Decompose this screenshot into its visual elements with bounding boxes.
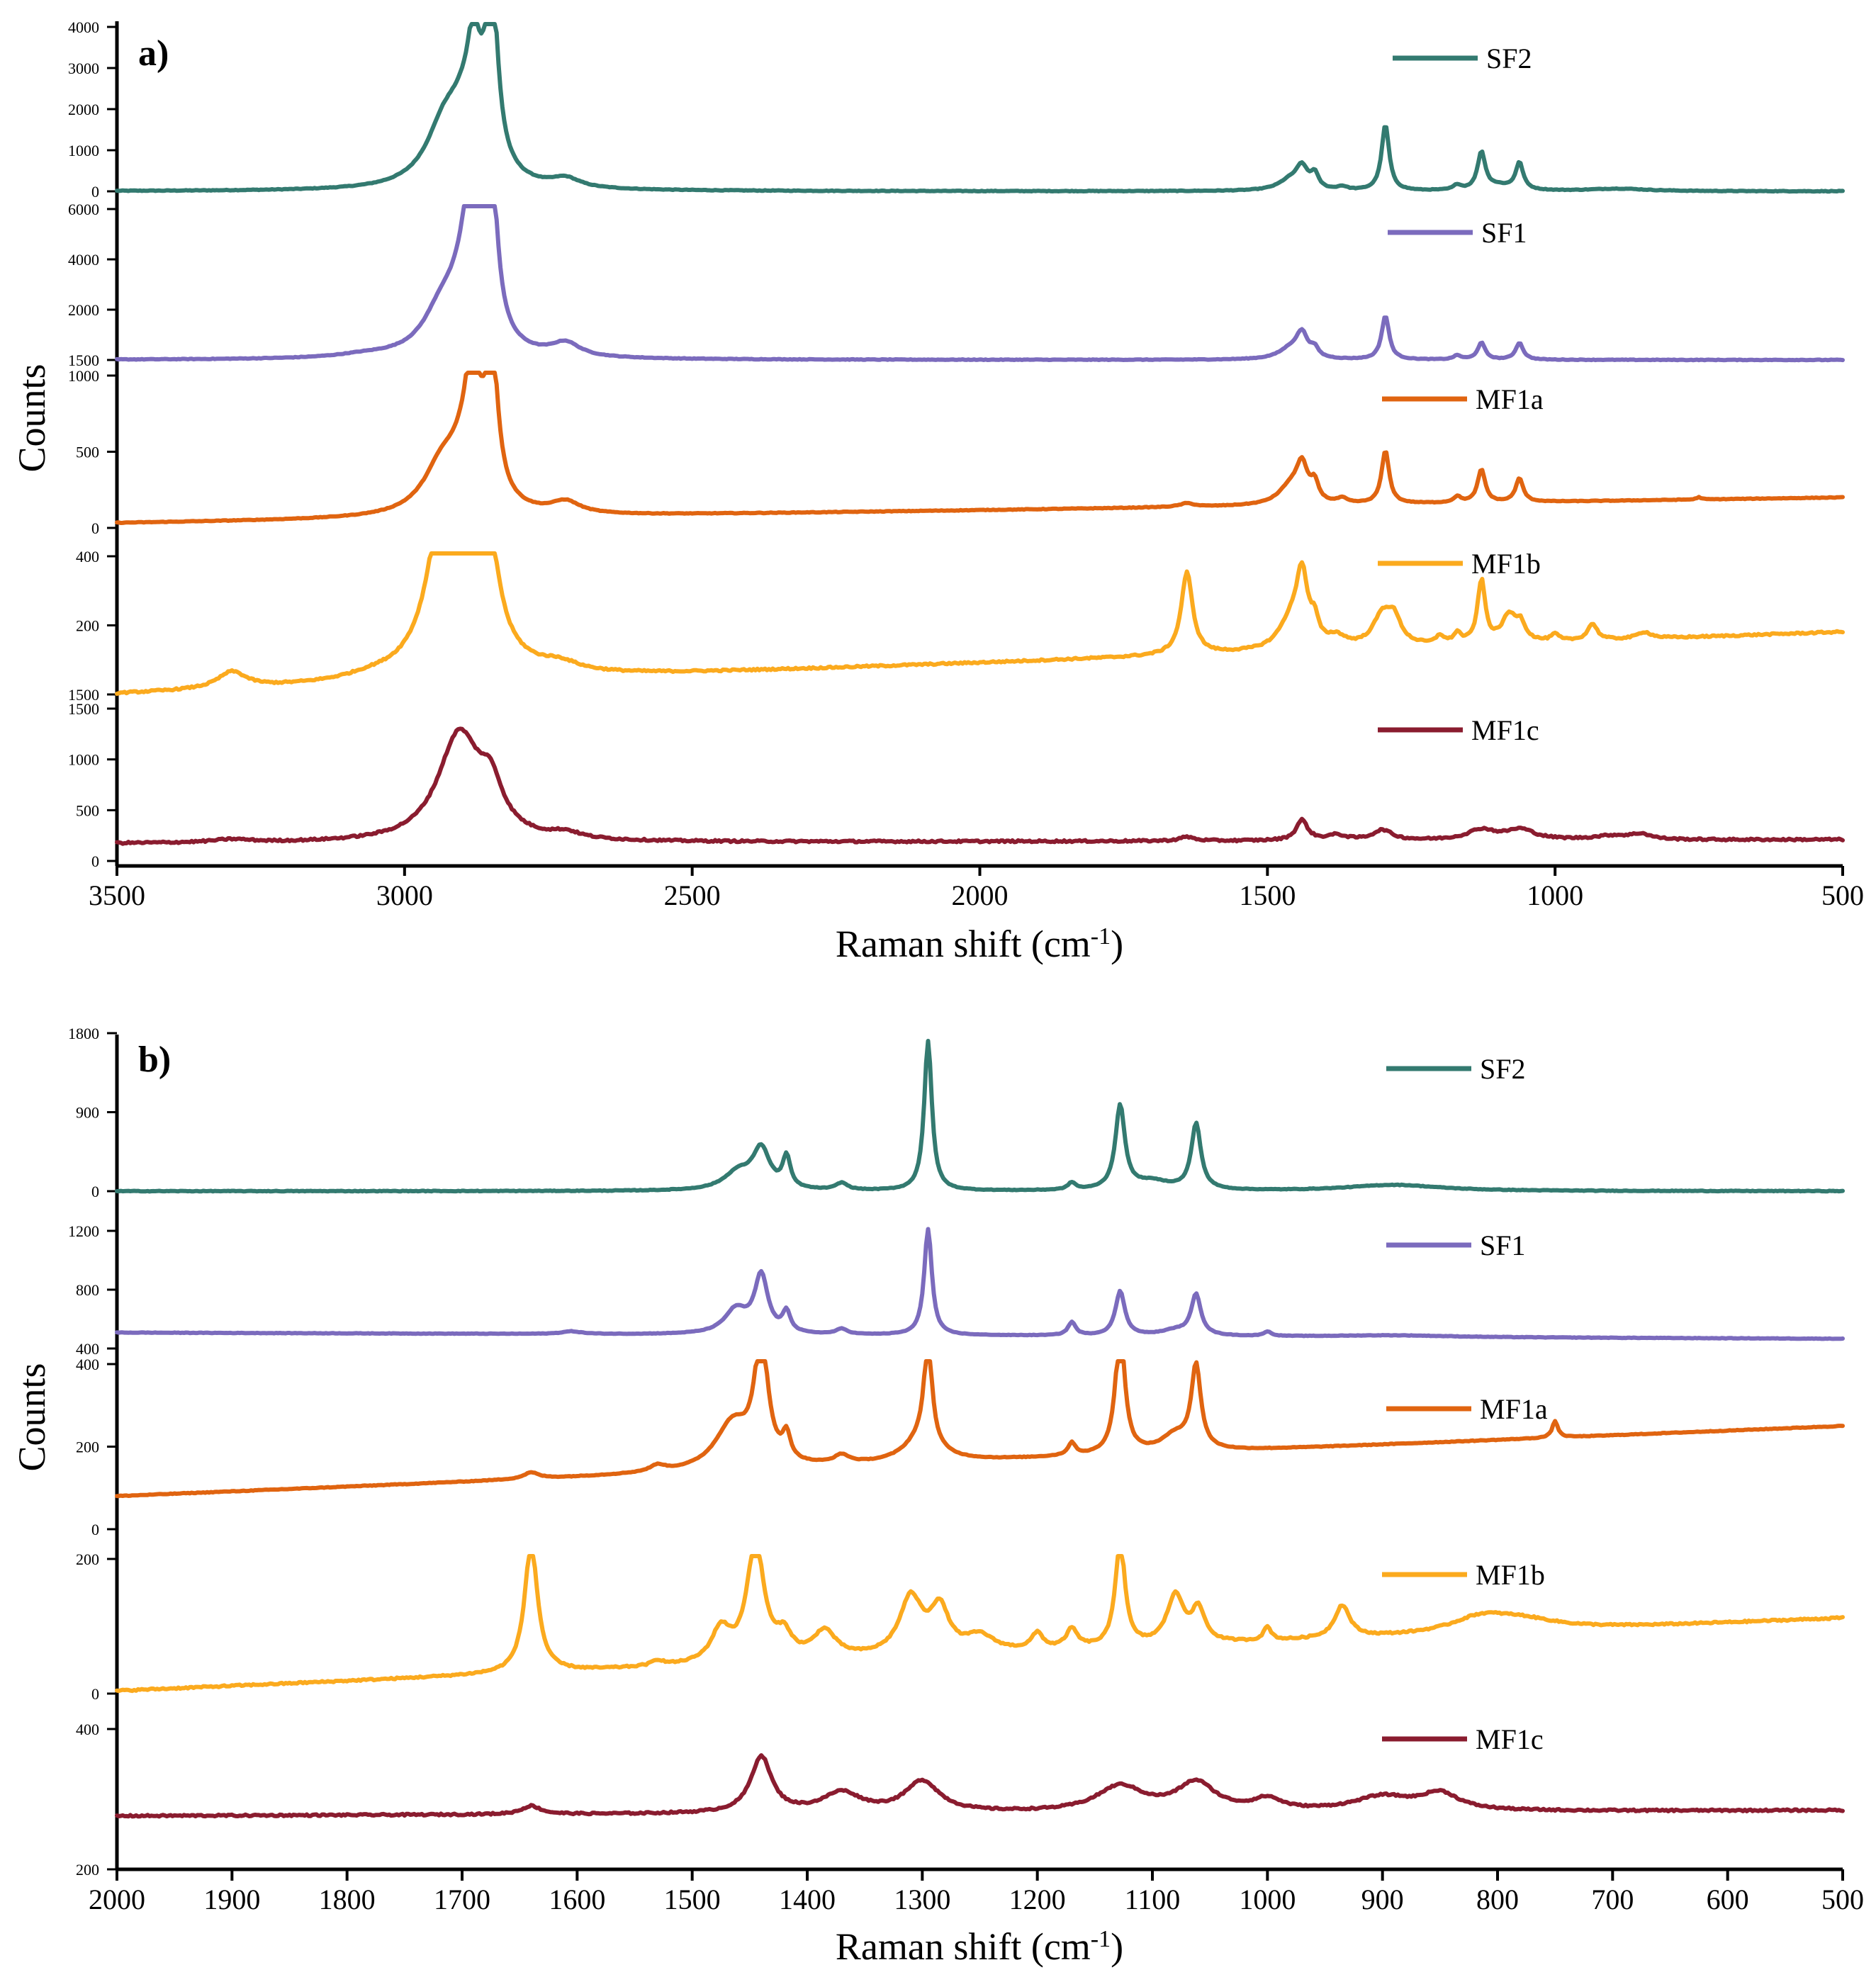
y-tick-label: 400	[76, 1721, 99, 1738]
series-line-mf1c	[115, 1753, 1845, 1819]
series-line-mf1b	[115, 1554, 1845, 1694]
x-tick-label: 1000	[1239, 1884, 1296, 1915]
panel-a-y-title: Counts	[11, 364, 53, 472]
y-tick-label: 1000	[68, 751, 99, 769]
x-tick-label: 2500	[664, 879, 721, 911]
x-tick-label: 1700	[434, 1884, 490, 1915]
legend-label-mf1b: MF1b	[1476, 1559, 1545, 1591]
x-tick-label: 3500	[89, 879, 145, 911]
y-tick-label: 0	[91, 519, 99, 537]
y-tick-label: 1500	[68, 700, 99, 718]
x-tick-label: 900	[1361, 1884, 1404, 1915]
y-tick-label: 400	[76, 1340, 99, 1358]
y-tick-label: 200	[76, 1550, 99, 1568]
y-tick-label: 6000	[68, 201, 99, 218]
panel-b-x-title: Raman shift (cm-1)	[836, 1925, 1123, 1968]
y-tick-label: 0	[91, 1521, 99, 1538]
y-tick-label: 400	[76, 548, 99, 565]
y-tick-label: 0	[91, 183, 99, 201]
y-tick-label: 1000	[68, 367, 99, 385]
legend-label-mf1c: MF1c	[1471, 714, 1539, 746]
y-tick-label: 1500	[68, 351, 99, 369]
y-tick-label: 400	[76, 1356, 99, 1373]
y-tick-label: 0	[91, 1685, 99, 1703]
x-tick-label: 2000	[89, 1884, 145, 1915]
x-tick-label: 800	[1476, 1884, 1519, 1915]
panel-a: a) Counts Raman shift (cm-1) 3500 3000 250…	[11, 18, 1864, 965]
x-tick-label: 2000	[952, 879, 1009, 911]
series-line-mf1b	[115, 551, 1845, 696]
y-tick-label: 4000	[68, 18, 99, 36]
legend-label-mf1c: MF1c	[1476, 1723, 1544, 1755]
y-tick-label: 0	[91, 852, 99, 870]
legend-label-sf1: SF1	[1480, 1229, 1526, 1261]
y-tick-label: 500	[76, 801, 99, 819]
series-line-sf2	[115, 22, 1845, 194]
x-tick-label: 700	[1591, 1884, 1634, 1915]
y-tick-label: 200	[76, 617, 99, 635]
x-tick-label: 600	[1707, 1884, 1749, 1915]
x-tick-label: 1500	[1239, 879, 1296, 911]
x-tick-label: 500	[1821, 1884, 1864, 1915]
x-tick-label: 500	[1821, 879, 1864, 911]
x-tick-label: 1000	[1527, 879, 1583, 911]
y-tick-label: 1200	[68, 1222, 99, 1240]
series-line-sf1	[115, 204, 1845, 363]
y-tick-label: 0	[91, 1183, 99, 1200]
panel-a-x-title: Raman shift (cm-1)	[836, 923, 1123, 965]
y-tick-label: 500	[76, 444, 99, 461]
x-tick-label: 1100	[1125, 1884, 1181, 1915]
x-tick-label: 1800	[319, 1884, 376, 1915]
x-tick-label: 1300	[894, 1884, 950, 1915]
y-tick-label: 1800	[68, 1025, 99, 1042]
legend-label-mf1b: MF1b	[1471, 548, 1541, 580]
series-line-sf1	[115, 1227, 1845, 1341]
x-tick-label: 1900	[203, 1884, 260, 1915]
y-tick-label: 900	[76, 1104, 99, 1122]
series-line-sf2	[115, 1039, 1845, 1194]
y-tick-label: 200	[76, 1861, 99, 1879]
y-tick-label: 200	[76, 1438, 99, 1456]
x-tick-label: 1500	[664, 1884, 721, 1915]
y-tick-label: 2000	[68, 301, 99, 319]
y-tick-label: 800	[76, 1281, 99, 1299]
y-tick-label: 2000	[68, 101, 99, 118]
legend-label-sf2: SF2	[1486, 43, 1532, 74]
panel-b-label: b)	[138, 1040, 171, 1080]
y-tick-label: 4000	[68, 251, 99, 269]
legend-label-mf1a: MF1a	[1480, 1393, 1548, 1425]
x-tick-label: 1400	[779, 1884, 836, 1915]
legend-label-sf2: SF2	[1480, 1053, 1526, 1085]
legend-label-mf1a: MF1a	[1476, 383, 1544, 415]
x-tick-label: 1200	[1009, 1884, 1066, 1915]
panel-b: b) Counts Raman shift (cm-1) 2000 1900 180…	[11, 1025, 1864, 1968]
y-tick-label: 3000	[68, 60, 99, 77]
y-tick-label: 1500	[68, 686, 99, 704]
legend-label-sf1: SF1	[1481, 217, 1527, 249]
series-line-mf1c	[115, 726, 1845, 846]
x-tick-label: 1600	[549, 1884, 605, 1915]
y-tick-label: 1000	[68, 142, 99, 159]
x-tick-label: 3000	[376, 879, 433, 911]
panel-b-y-title: Counts	[11, 1363, 53, 1471]
series-line-mf1a	[115, 371, 1845, 525]
series-line-mf1a	[115, 1359, 1845, 1499]
panel-a-label: a)	[138, 33, 169, 74]
